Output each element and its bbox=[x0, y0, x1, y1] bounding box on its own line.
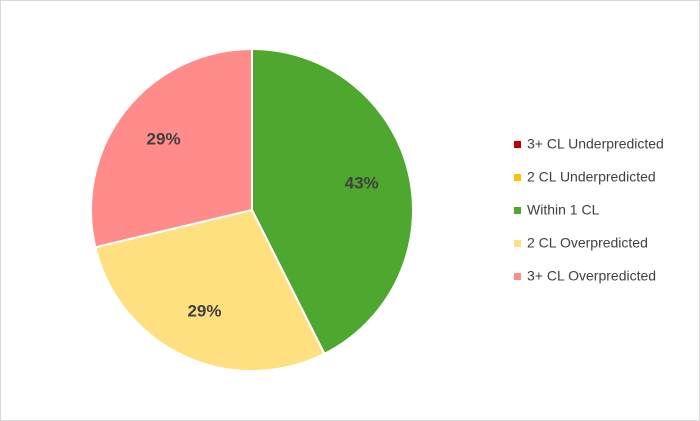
data-label: 29% bbox=[147, 130, 181, 149]
data-label: 29% bbox=[187, 302, 221, 321]
legend-swatch bbox=[514, 207, 521, 214]
legend-label: Within 1 CL bbox=[527, 202, 600, 218]
legend-label: 2 CL Overpredicted bbox=[527, 235, 648, 251]
pie-slice bbox=[94, 208, 326, 372]
pie-slice bbox=[90, 47, 253, 249]
pie-slice bbox=[251, 47, 414, 356]
legend-swatch bbox=[514, 273, 521, 280]
legend-swatch bbox=[514, 174, 521, 181]
legend-label: 2 CL Underpredicted bbox=[527, 169, 656, 185]
legend-label: 3+ CL Underpredicted bbox=[527, 136, 664, 152]
legend-swatch bbox=[514, 240, 521, 247]
data-label: 43% bbox=[345, 173, 379, 192]
legend-swatch bbox=[514, 141, 521, 148]
legend-label: 3+ CL Overpredicted bbox=[527, 268, 656, 284]
